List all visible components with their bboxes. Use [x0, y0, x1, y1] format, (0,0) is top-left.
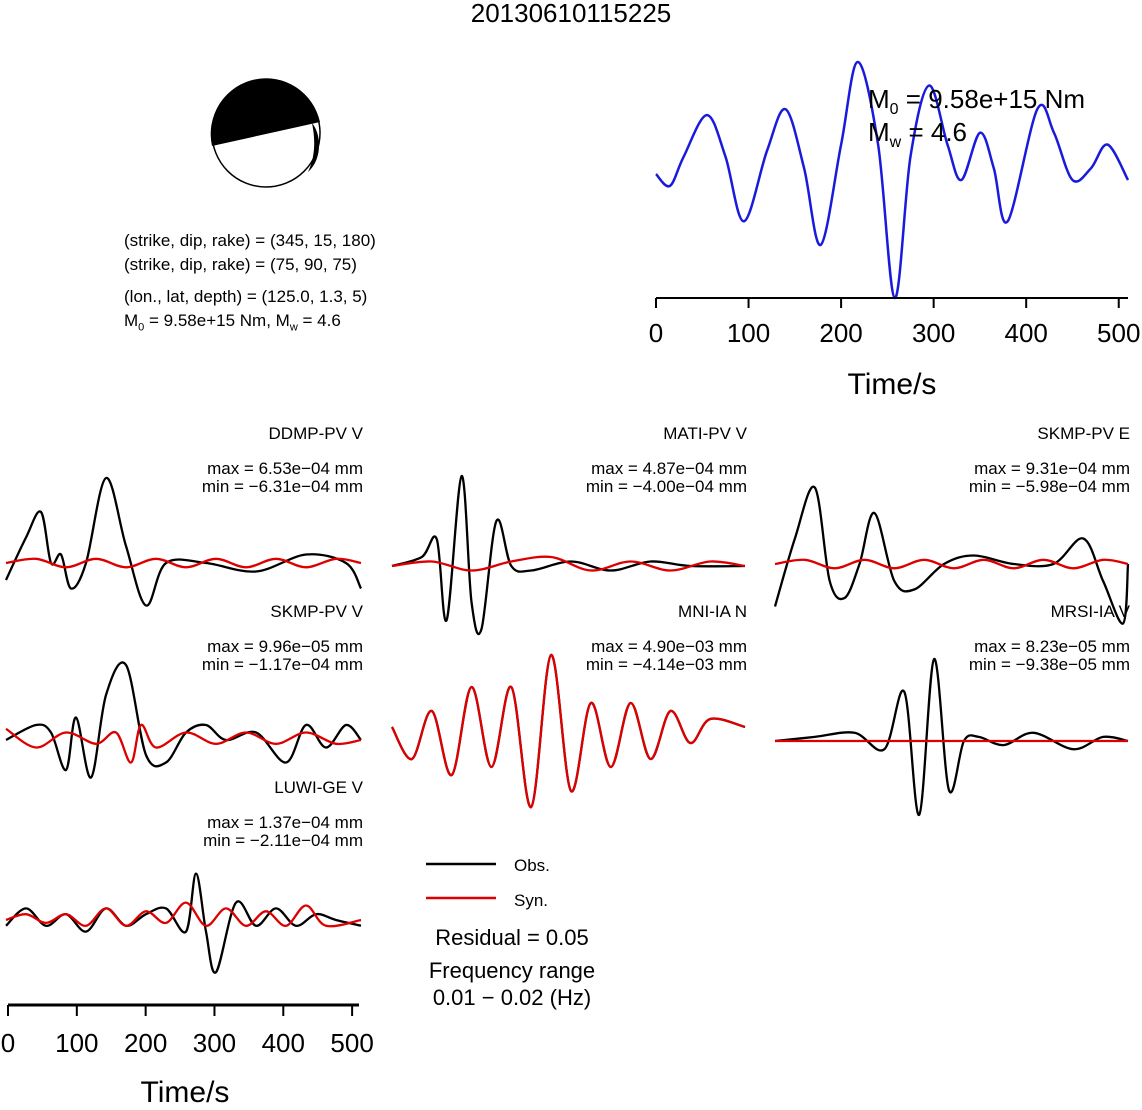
waveform-synthetic-line-1 — [391, 555, 746, 572]
mechanism-moment: M0 = 9.58e+15 Nm, Mw = 4.6 — [124, 311, 341, 333]
waveform-synthetic-line-6 — [5, 901, 362, 928]
min-label: min = −1.17e−04 mm — [201, 655, 363, 674]
wave-x-axis-label: Time/s — [140, 1076, 230, 1109]
max-label: max = 9.96e−05 mm — [207, 637, 363, 656]
min-label: min = −4.00e−04 mm — [585, 477, 747, 496]
stf-x-tick-label: 500 — [1097, 318, 1141, 348]
station-label: MNI-IA N — [678, 602, 747, 621]
legend-obs-label: Obs. — [514, 856, 550, 875]
stf-series-line-0 — [655, 60, 1130, 300]
mechanism-line-1: (strike, dip, rake) = (345, 15, 180) — [124, 231, 376, 250]
wave-x-tick-label: 500 — [330, 1028, 374, 1058]
stf-x-tick-label: 400 — [1004, 318, 1048, 348]
wave-x-tick-label: 100 — [55, 1028, 99, 1058]
min-label: min = −2.11e−04 mm — [203, 831, 363, 850]
min-label: min = −9.38e−05 mm — [968, 655, 1130, 674]
m0-value: = 9.58e+15 Nm, M — [144, 311, 290, 330]
waveform-observed-line-2 — [773, 485, 1130, 625]
station-label: MATI-PV V — [663, 424, 747, 443]
station-label: MRSI-IA V — [1050, 602, 1130, 621]
waveform-observed-line-1 — [391, 474, 746, 636]
station-label: SKMP-PV V — [270, 602, 363, 621]
wave-x-tick-label: 200 — [123, 1028, 168, 1058]
mw-sub: w — [289, 321, 298, 334]
legend-syn-label: Syn. — [514, 891, 549, 910]
waveform-synthetic-line-3 — [5, 723, 362, 764]
min-label: min = −4.14e−03 mm — [585, 655, 747, 674]
residual-label: Residual = 0.05 — [435, 925, 589, 950]
max-label: max = 4.87e−04 mm — [591, 459, 747, 478]
m0-prefix: M — [124, 311, 139, 330]
waveform-observed-line-5 — [774, 657, 1129, 816]
max-label: max = 8.23e−05 mm — [974, 637, 1130, 656]
waveform-observed-line-6 — [5, 872, 362, 974]
stf-mw-text: = 4.6 — [901, 117, 968, 147]
stf-mw-prefix: M — [868, 117, 890, 147]
stf-mw-sub: w — [889, 134, 902, 152]
max-label: max = 4.90e−03 mm — [591, 637, 747, 656]
stf-m0-prefix: M — [868, 84, 890, 114]
waveform-synthetic-line-2 — [774, 558, 1129, 570]
stf-x-tick-label: 300 — [911, 318, 956, 348]
min-label: min = −6.31e−04 mm — [201, 477, 363, 496]
min-label: min = −5.98e−04 mm — [968, 477, 1130, 496]
stf-x-tick-label: 200 — [819, 318, 863, 348]
m0-sub: 0 — [138, 321, 145, 334]
station-label: DDMP-PV V — [268, 424, 363, 443]
stf-mw-label: Mw = 4.6 — [868, 117, 967, 152]
max-label: max = 1.37e−04 mm — [207, 813, 363, 832]
waveform-synthetic-line-4 — [390, 653, 746, 809]
stf-m0-text: = 9.58e+15 Nm — [898, 84, 1086, 114]
mechanism-line-2: (strike, dip, rake) = (75, 90, 75) — [124, 255, 357, 274]
max-label: max = 9.31e−04 mm — [974, 459, 1130, 478]
stf-m0-label: M0 = 9.58e+15 Nm — [868, 84, 1085, 119]
stf-x-tick-label: 100 — [726, 318, 771, 348]
mechanism-line-3: (lon., lat, depth) = (125.0, 1.3, 5) — [124, 287, 368, 306]
station-label: SKMP-PV E — [1037, 424, 1130, 443]
stf-m0-sub: 0 — [889, 101, 899, 119]
wave-x-tick-label: 400 — [261, 1028, 305, 1058]
waveform-synthetic-line-0 — [5, 557, 362, 569]
max-label: max = 6.53e−04 mm — [207, 459, 363, 478]
waveform-observed-line-0 — [4, 476, 363, 607]
beachball-icon — [210, 78, 321, 188]
frequency-range-value: 0.01 − 0.02 (Hz) — [432, 985, 592, 1010]
mw-value: = 4.6 — [297, 311, 341, 330]
wave-x-tick-label: 0 — [0, 1028, 16, 1058]
frequency-range-label: Frequency range — [428, 958, 596, 983]
figure-title: 20130610115225 — [470, 0, 672, 28]
stf-x-axis-label: Time/s — [847, 368, 937, 401]
wave-x-tick-label: 300 — [192, 1028, 237, 1058]
waveform-observed-line-3 — [5, 661, 362, 779]
stf-x-tick-label: 0 — [648, 318, 664, 348]
station-label: LUWI-GE V — [274, 778, 363, 797]
